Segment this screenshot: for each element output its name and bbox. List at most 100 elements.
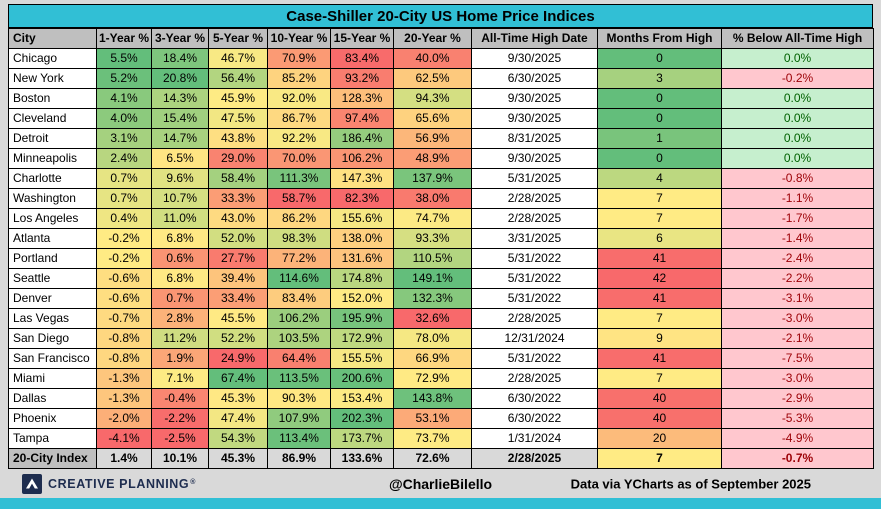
return-5y-cell: 43.8% — [208, 128, 268, 149]
return-15y-cell: 155.6% — [330, 208, 394, 229]
return-10y-cell: 90.3% — [267, 388, 331, 409]
table-row: Seattle -0.6% 6.8% 39.4% 114.6% 174.8% 149.1% 5… — [8, 268, 874, 289]
months-from-high-cell: 1 — [597, 128, 722, 149]
return-15y-cell: 147.3% — [330, 168, 394, 189]
summary-all-time-high-date-cell: 2/28/2025 — [471, 448, 598, 469]
return-10y-cell: 113.4% — [267, 428, 331, 449]
return-1y-cell: -0.2% — [96, 248, 152, 269]
city-cell: San Francisco — [8, 348, 97, 369]
return-3y-cell: 18.4% — [151, 48, 209, 69]
months-from-high-cell: 0 — [597, 108, 722, 129]
return-15y-cell: 173.7% — [330, 428, 394, 449]
return-3y-cell: 14.7% — [151, 128, 209, 149]
return-3y-cell: 20.8% — [151, 68, 209, 89]
all-time-high-date-cell: 5/31/2025 — [471, 168, 598, 189]
return-1y-cell: 4.0% — [96, 108, 152, 129]
city-cell: Charlotte — [8, 168, 97, 189]
city-cell: New York — [8, 68, 97, 89]
footer: CREATIVE PLANNING® @CharlieBilello Data … — [0, 469, 881, 498]
table-row: Phoenix -2.0% -2.2% 47.4% 107.9% 202.3% 53.1% 6… — [8, 408, 874, 429]
return-20y-cell: 149.1% — [393, 268, 472, 289]
return-3y-cell: 2.8% — [151, 308, 209, 329]
return-15y-cell: 82.3% — [330, 188, 394, 209]
table-row: Charlotte 0.7% 9.6% 58.4% 111.3% 147.3% 137.9%… — [8, 168, 874, 189]
return-3y-cell: 6.8% — [151, 228, 209, 249]
return-5y-cell: 29.0% — [208, 148, 268, 169]
months-from-high-cell: 41 — [597, 288, 722, 309]
months-from-high-cell: 7 — [597, 368, 722, 389]
summary-row: 20-City Index 1.4% 10.1% 45.3% 86.9% 133.6% 72… — [8, 448, 874, 469]
table-row: New York 5.2% 20.8% 56.4% 85.2% 93.2% 62.5% 6/3… — [8, 68, 874, 89]
return-10y-cell: 92.0% — [267, 88, 331, 109]
return-15y-cell: 128.3% — [330, 88, 394, 109]
return-3y-cell: 0.7% — [151, 288, 209, 309]
return-5y-cell: 67.4% — [208, 368, 268, 389]
all-time-high-date-cell: 5/31/2022 — [471, 348, 598, 369]
return-10y-cell: 114.6% — [267, 268, 331, 289]
column-header-3-year: 3-Year % — [151, 28, 209, 49]
summary-city-cell: 20-City Index — [8, 448, 97, 469]
return-10y-cell: 58.7% — [267, 188, 331, 209]
return-5y-cell: 45.3% — [208, 388, 268, 409]
return-10y-cell: 85.2% — [267, 68, 331, 89]
return-15y-cell: 131.6% — [330, 248, 394, 269]
return-5y-cell: 39.4% — [208, 268, 268, 289]
return-1y-cell: -0.8% — [96, 328, 152, 349]
return-3y-cell: 10.7% — [151, 188, 209, 209]
months-from-high-cell: 7 — [597, 308, 722, 329]
city-cell: Denver — [8, 288, 97, 309]
return-3y-cell: 1.9% — [151, 348, 209, 369]
return-15y-cell: 202.3% — [330, 408, 394, 429]
column-header-months-from-high: Months From High — [597, 28, 722, 49]
return-20y-cell: 78.0% — [393, 328, 472, 349]
return-1y-cell: 3.1% — [96, 128, 152, 149]
months-from-high-cell: 4 — [597, 168, 722, 189]
return-10y-cell: 86.7% — [267, 108, 331, 129]
pct-below-high-cell: 0.0% — [721, 88, 874, 109]
summary-return-5y-cell: 45.3% — [208, 448, 268, 469]
return-1y-cell: 0.4% — [96, 208, 152, 229]
city-cell: Detroit — [8, 128, 97, 149]
months-from-high-cell: 42 — [597, 268, 722, 289]
return-15y-cell: 155.5% — [330, 348, 394, 369]
all-time-high-date-cell: 1/31/2024 — [471, 428, 598, 449]
return-5y-cell: 45.5% — [208, 308, 268, 329]
return-1y-cell: -0.6% — [96, 268, 152, 289]
table-row: Denver -0.6% 0.7% 33.4% 83.4% 152.0% 132.3% 5/3… — [8, 288, 874, 309]
table-row: San Diego -0.8% 11.2% 52.2% 103.5% 172.9% 78.0… — [8, 328, 874, 349]
pct-below-high-cell: -1.1% — [721, 188, 874, 209]
return-20y-cell: 65.6% — [393, 108, 472, 129]
return-1y-cell: -0.2% — [96, 228, 152, 249]
return-15y-cell: 172.9% — [330, 328, 394, 349]
return-10y-cell: 98.3% — [267, 228, 331, 249]
return-20y-cell: 72.9% — [393, 368, 472, 389]
column-header-20-year: 20-Year % — [393, 28, 472, 49]
return-20y-cell: 74.7% — [393, 208, 472, 229]
column-header-all-time-high-date: All-Time High Date — [471, 28, 598, 49]
table-row: Portland -0.2% 0.6% 27.7% 77.2% 131.6% 110.5% 5… — [8, 248, 874, 269]
header-row: City 1-Year % 3-Year % 5-Year % 10-Year % 15-… — [8, 28, 874, 49]
months-from-high-cell: 41 — [597, 248, 722, 269]
all-time-high-date-cell: 5/31/2022 — [471, 268, 598, 289]
all-time-high-date-cell: 2/28/2025 — [471, 308, 598, 329]
return-5y-cell: 45.9% — [208, 88, 268, 109]
table-row: Miami -1.3% 7.1% 67.4% 113.5% 200.6% 72.9% 2/28… — [8, 368, 874, 389]
return-20y-cell: 137.9% — [393, 168, 472, 189]
column-header-city: City — [8, 28, 97, 49]
months-from-high-cell: 20 — [597, 428, 722, 449]
return-15y-cell: 83.4% — [330, 48, 394, 69]
return-10y-cell: 103.5% — [267, 328, 331, 349]
table-row: Los Angeles 0.4% 11.0% 43.0% 86.2% 155.6% 74.7… — [8, 208, 874, 229]
return-3y-cell: 9.6% — [151, 168, 209, 189]
all-time-high-date-cell: 6/30/2022 — [471, 388, 598, 409]
months-from-high-cell: 0 — [597, 148, 722, 169]
months-from-high-cell: 7 — [597, 208, 722, 229]
return-5y-cell: 46.7% — [208, 48, 268, 69]
return-5y-cell: 33.3% — [208, 188, 268, 209]
return-1y-cell: -0.6% — [96, 288, 152, 309]
table-row: Chicago 5.5% 18.4% 46.7% 70.9% 83.4% 40.0% 9/30… — [8, 48, 874, 69]
summary-return-20y-cell: 72.6% — [393, 448, 472, 469]
bottom-accent-strip — [0, 498, 881, 509]
months-from-high-cell: 3 — [597, 68, 722, 89]
